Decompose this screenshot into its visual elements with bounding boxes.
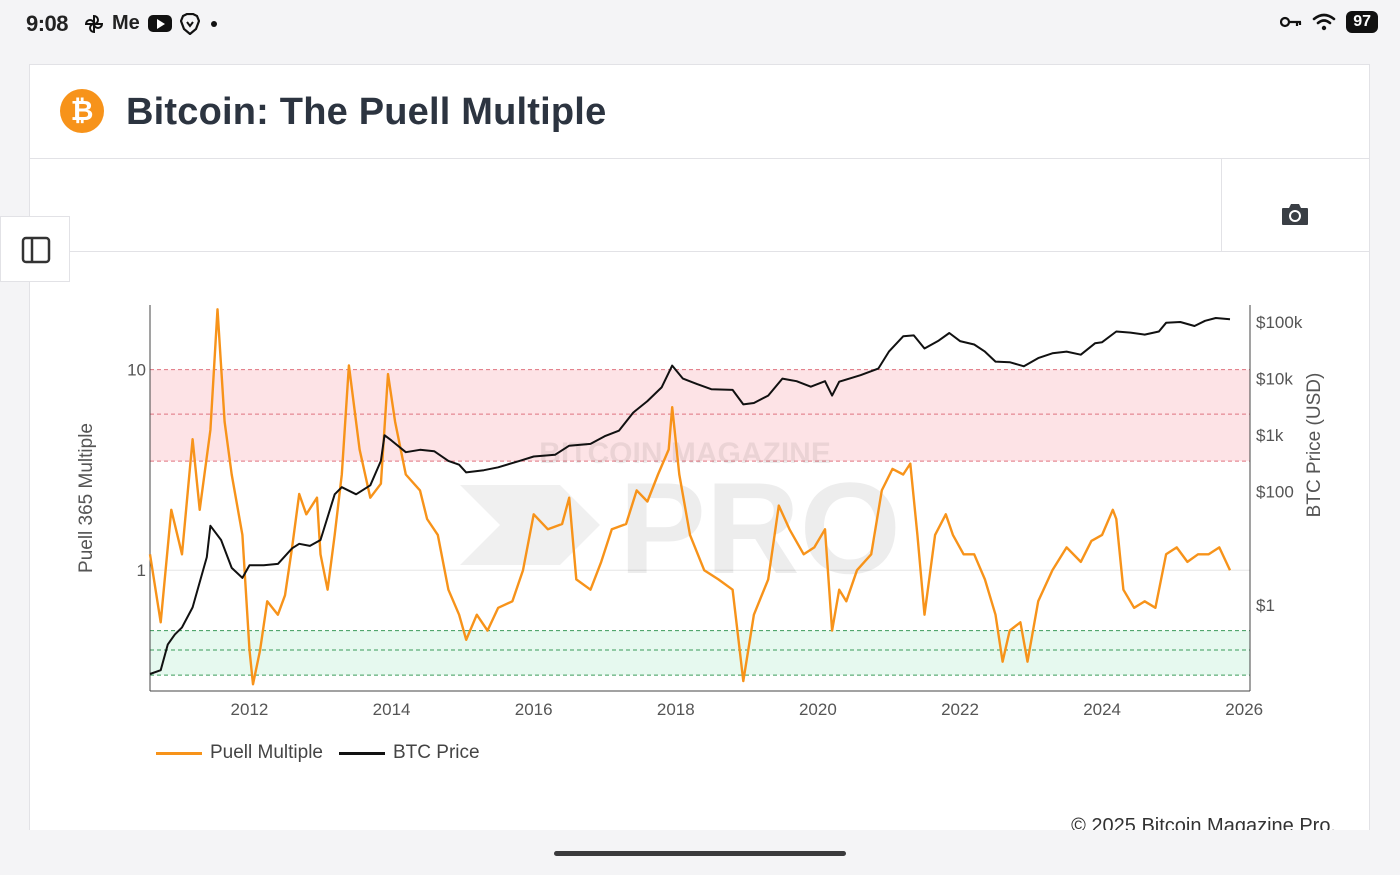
zone-undervalued bbox=[150, 630, 1250, 676]
battery-icon: 97 bbox=[1346, 11, 1378, 33]
right-tick-label-$10k: $10k bbox=[1256, 370, 1293, 389]
right-tick-label-$100: $100 bbox=[1256, 483, 1294, 502]
status-right: 97 bbox=[1280, 11, 1378, 33]
x-tick-label-2026: 2026 bbox=[1225, 700, 1263, 719]
camera-icon bbox=[1282, 204, 1308, 225]
watermark-text: BITCOIN MAGAZINE bbox=[539, 437, 831, 470]
pinwheel-icon bbox=[84, 14, 104, 33]
toolbar-divider bbox=[1221, 158, 1222, 251]
x-tick-label-2020: 2020 bbox=[799, 700, 837, 719]
legend-swatch-puell bbox=[156, 751, 202, 755]
legend-label-puell: Puell Multiple bbox=[210, 742, 323, 763]
right-tick-label-$1k: $1k bbox=[1256, 426, 1284, 445]
sidebar-toggle-button[interactable] bbox=[0, 216, 70, 282]
left-tick-label-1: 1 bbox=[137, 561, 146, 580]
dot-icon bbox=[210, 20, 217, 27]
bitcoin-logo-icon: ₿ bbox=[60, 89, 104, 133]
x-tick-label-2022: 2022 bbox=[941, 700, 979, 719]
sidebar-toggle-icon bbox=[21, 236, 51, 264]
x-tick-label-2018: 2018 bbox=[657, 700, 695, 719]
status-bar: 9:08 Me 97 bbox=[0, 0, 1400, 50]
key-icon bbox=[1280, 16, 1302, 28]
right-tick-label-$100k: $100k bbox=[1256, 313, 1303, 332]
legend-item-puell[interactable]: Puell Multiple bbox=[156, 742, 323, 764]
x-tick-label-2012: 2012 bbox=[231, 700, 269, 719]
screenshot-button[interactable] bbox=[1280, 201, 1310, 232]
youtube-icon bbox=[147, 15, 172, 32]
brave-lion-icon bbox=[179, 12, 200, 35]
legend-label-btc-price: BTC Price bbox=[393, 742, 480, 763]
legend-swatch-btc-price bbox=[339, 751, 385, 755]
series-line-btc-price bbox=[149, 317, 1231, 675]
x-tick-label-2024: 2024 bbox=[1083, 700, 1121, 719]
wifi-icon bbox=[1312, 13, 1336, 31]
chart-toolbar bbox=[30, 158, 1369, 252]
left-tick-label-10: 10 bbox=[127, 361, 146, 380]
watermark-pro: PRO bbox=[619, 455, 901, 601]
status-time: 9:08 bbox=[26, 11, 69, 36]
chart-legend: Puell Multiple BTC Price bbox=[156, 742, 480, 764]
watermark-logo bbox=[460, 485, 600, 565]
right-tick-label-$1: $1 bbox=[1256, 596, 1275, 615]
status-app-label: Me bbox=[112, 12, 140, 34]
home-indicator[interactable] bbox=[554, 851, 846, 856]
page-title: Bitcoin: The Puell Multiple bbox=[126, 91, 607, 133]
chart-header: ₿ Bitcoin: The Puell Multiple bbox=[30, 65, 1369, 159]
legend-item-btc-price[interactable]: BTC Price bbox=[339, 742, 480, 764]
right-axis-title: BTC Price (USD) bbox=[1304, 373, 1325, 518]
status-app-icons: Me bbox=[84, 12, 220, 35]
x-tick-label-2014: 2014 bbox=[373, 700, 411, 719]
series-line-puell-multiple bbox=[148, 308, 1232, 686]
x-tick-label-2016: 2016 bbox=[515, 700, 553, 719]
left-axis-title: Puell 365 Multiple bbox=[76, 423, 97, 573]
